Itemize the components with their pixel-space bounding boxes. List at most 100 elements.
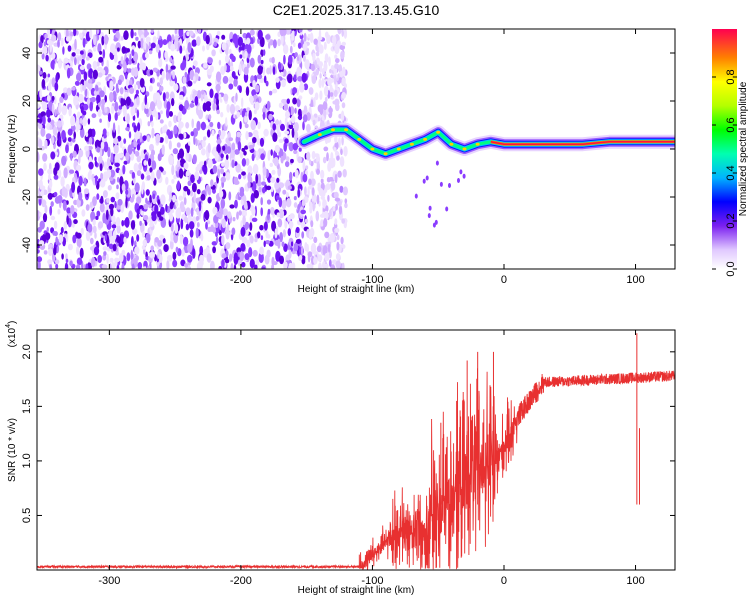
noise-blob xyxy=(308,229,313,240)
noise-blob xyxy=(276,212,280,218)
noise-blob xyxy=(266,67,271,75)
noise-blob xyxy=(209,121,214,128)
noise-blob xyxy=(106,253,109,264)
noise-blob xyxy=(92,60,98,70)
noise-blob xyxy=(61,130,66,140)
noise-blob xyxy=(201,148,206,156)
noise-blob xyxy=(44,232,51,241)
noise-blob xyxy=(133,84,137,91)
noise-blob xyxy=(171,98,175,107)
noise-blob xyxy=(73,219,78,225)
noise-blob xyxy=(325,205,329,213)
noise-blob xyxy=(193,135,196,146)
noise-blob xyxy=(315,210,320,222)
noise-blob xyxy=(192,154,197,165)
noise-blob xyxy=(127,144,133,155)
noise-blob xyxy=(221,162,225,167)
noise-blob xyxy=(97,109,102,117)
noise-blob xyxy=(45,133,52,140)
noise-blob xyxy=(47,168,53,175)
noise-blob xyxy=(131,45,136,51)
noise-blob xyxy=(194,96,199,106)
x-tick-label: -100 xyxy=(361,575,383,587)
noise-blob xyxy=(282,189,287,195)
noise-blob xyxy=(316,245,322,253)
noise-blob xyxy=(114,112,118,121)
noise-blob xyxy=(95,174,98,186)
noise-blob xyxy=(133,162,139,172)
noise-blob xyxy=(193,60,198,67)
noise-blob xyxy=(187,180,192,186)
noise-blob xyxy=(277,38,281,47)
noise-blob xyxy=(293,74,297,81)
noise-blob xyxy=(279,29,285,37)
noise-blob xyxy=(151,127,155,139)
noise-blob xyxy=(318,262,322,269)
noise-blob xyxy=(210,260,215,269)
noise-blob xyxy=(99,202,105,213)
scatter-blob xyxy=(448,183,451,188)
noise-blob xyxy=(254,264,258,269)
noise-blob xyxy=(127,68,132,73)
noise-blob xyxy=(247,132,253,138)
noise-blob xyxy=(37,118,43,123)
noise-blob xyxy=(165,203,168,212)
noise-blob xyxy=(130,105,136,117)
noise-blob xyxy=(147,121,151,127)
noise-blob xyxy=(69,169,75,174)
noise-blob xyxy=(148,158,152,167)
noise-blob xyxy=(110,152,114,163)
noise-blob xyxy=(220,198,226,209)
noise-blob xyxy=(60,37,64,47)
noise-blob xyxy=(184,71,188,78)
noise-blob xyxy=(162,39,168,46)
noise-blob xyxy=(315,69,319,76)
noise-blob xyxy=(237,141,242,151)
noise-blob xyxy=(66,207,71,214)
noise-blob xyxy=(103,141,109,153)
noise-blob xyxy=(340,236,344,245)
noise-blob xyxy=(267,150,271,161)
noise-blob xyxy=(231,142,236,151)
noise-blob xyxy=(263,240,266,248)
noise-blob xyxy=(320,219,324,227)
noise-blob xyxy=(312,187,315,196)
noise-blob xyxy=(47,117,51,123)
noise-blob xyxy=(221,218,227,229)
noise-blob xyxy=(72,150,77,158)
noise-blob xyxy=(220,153,224,159)
noise-blob xyxy=(293,130,299,141)
noise-blob xyxy=(241,110,245,118)
noise-blob xyxy=(149,50,153,55)
noise-blob xyxy=(73,131,76,140)
noise-blob xyxy=(192,248,196,259)
noise-blob xyxy=(255,173,259,184)
noise-blob xyxy=(301,231,305,239)
signal-peak xyxy=(383,152,388,156)
snr-ylabel: SNR (10 * v/v) xyxy=(7,418,18,482)
noise-blob xyxy=(57,58,63,69)
noise-blob xyxy=(136,196,142,204)
noise-blob xyxy=(37,131,40,136)
noise-blob xyxy=(229,204,235,209)
noise-blob xyxy=(232,217,236,222)
noise-blob xyxy=(278,197,283,208)
noise-blob xyxy=(293,149,298,155)
noise-blob xyxy=(285,156,290,162)
noise-blob xyxy=(183,132,187,139)
noise-blob xyxy=(300,209,307,215)
noise-blob xyxy=(339,44,346,51)
noise-blob xyxy=(174,223,179,234)
noise-blob xyxy=(137,83,141,90)
noise-blob xyxy=(221,34,226,40)
noise-blob xyxy=(202,45,205,52)
noise-blob xyxy=(335,260,341,269)
noise-blob xyxy=(311,75,317,84)
noise-blob xyxy=(266,199,272,205)
noise-blob xyxy=(320,178,324,184)
noise-blob xyxy=(251,89,257,97)
noise-blob xyxy=(241,261,246,268)
noise-blob xyxy=(344,198,348,204)
noise-blob xyxy=(279,255,284,265)
noise-blob xyxy=(329,84,333,93)
